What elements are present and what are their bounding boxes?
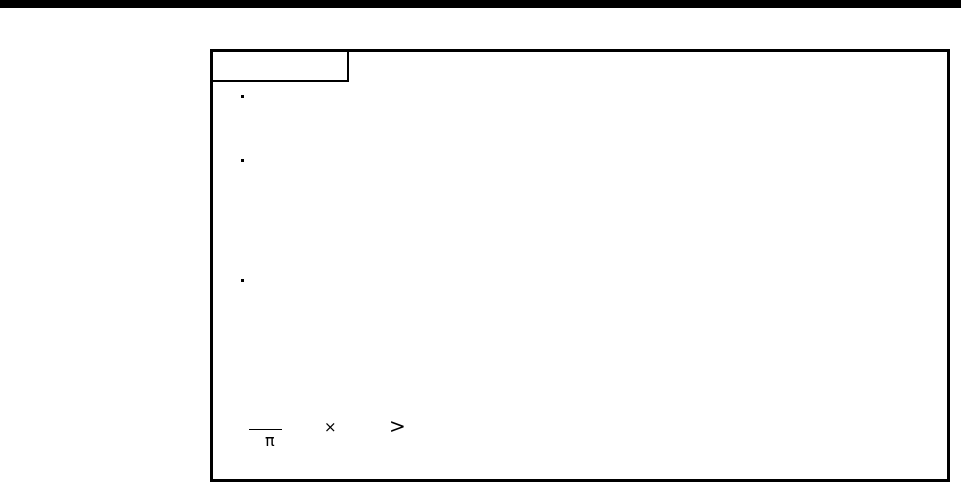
times-symbol: × [324,418,337,436]
fraction-line [249,429,282,430]
header-bar [0,0,961,8]
pi-symbol: π [265,431,275,450]
note-box-tab [213,52,349,82]
bullet-marker [241,159,244,162]
note-box: π × > [210,49,950,482]
bullet-marker [241,95,244,98]
greater-than-symbol: > [389,414,406,438]
bullet-marker [241,279,244,282]
